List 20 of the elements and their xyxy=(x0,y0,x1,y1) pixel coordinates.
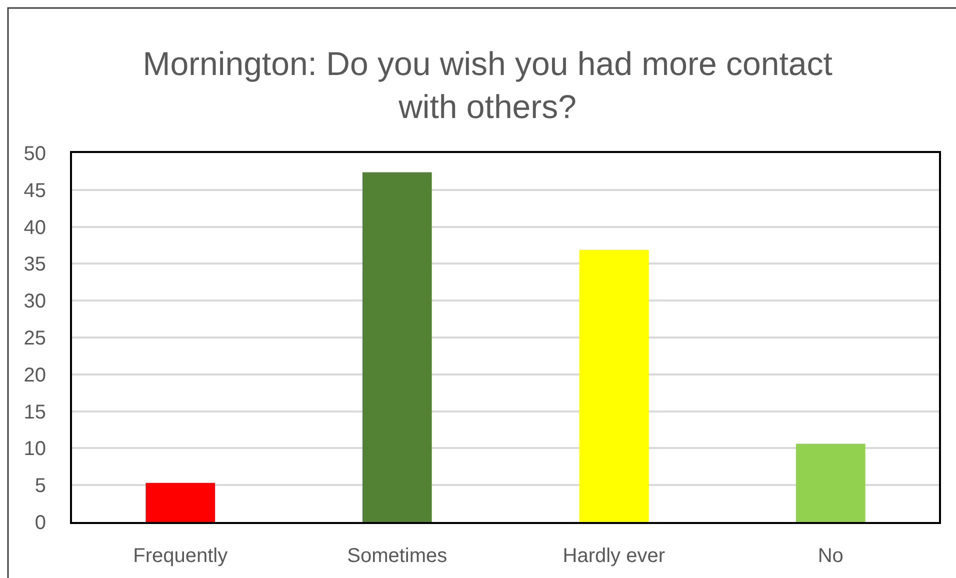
x-tick-label: Hardly ever xyxy=(562,545,666,567)
bar xyxy=(796,444,866,522)
chart-title: Mornington: Do you wish you had more contact with others? xyxy=(142,45,832,126)
y-tick-label: 25 xyxy=(24,328,46,350)
bar xyxy=(579,250,649,522)
y-tick-label: 50 xyxy=(24,143,46,165)
x-tick-label: No xyxy=(818,545,844,567)
bar xyxy=(362,172,432,522)
y-tick-label: 30 xyxy=(24,290,46,313)
y-tick-label: 45 xyxy=(24,180,46,202)
y-tick-label: 15 xyxy=(24,401,46,424)
y-tick-label: 35 xyxy=(24,254,46,276)
y-tick-label: 10 xyxy=(24,438,46,460)
x-tick-label: Sometimes xyxy=(347,545,448,567)
y-tick-label: 5 xyxy=(34,475,46,498)
x-tick-label: Frequently xyxy=(133,545,228,567)
bar xyxy=(146,482,216,522)
y-tick-label: 20 xyxy=(24,364,46,386)
y-tick-label: 40 xyxy=(24,216,46,239)
y-tick-label: 0 xyxy=(34,512,46,534)
